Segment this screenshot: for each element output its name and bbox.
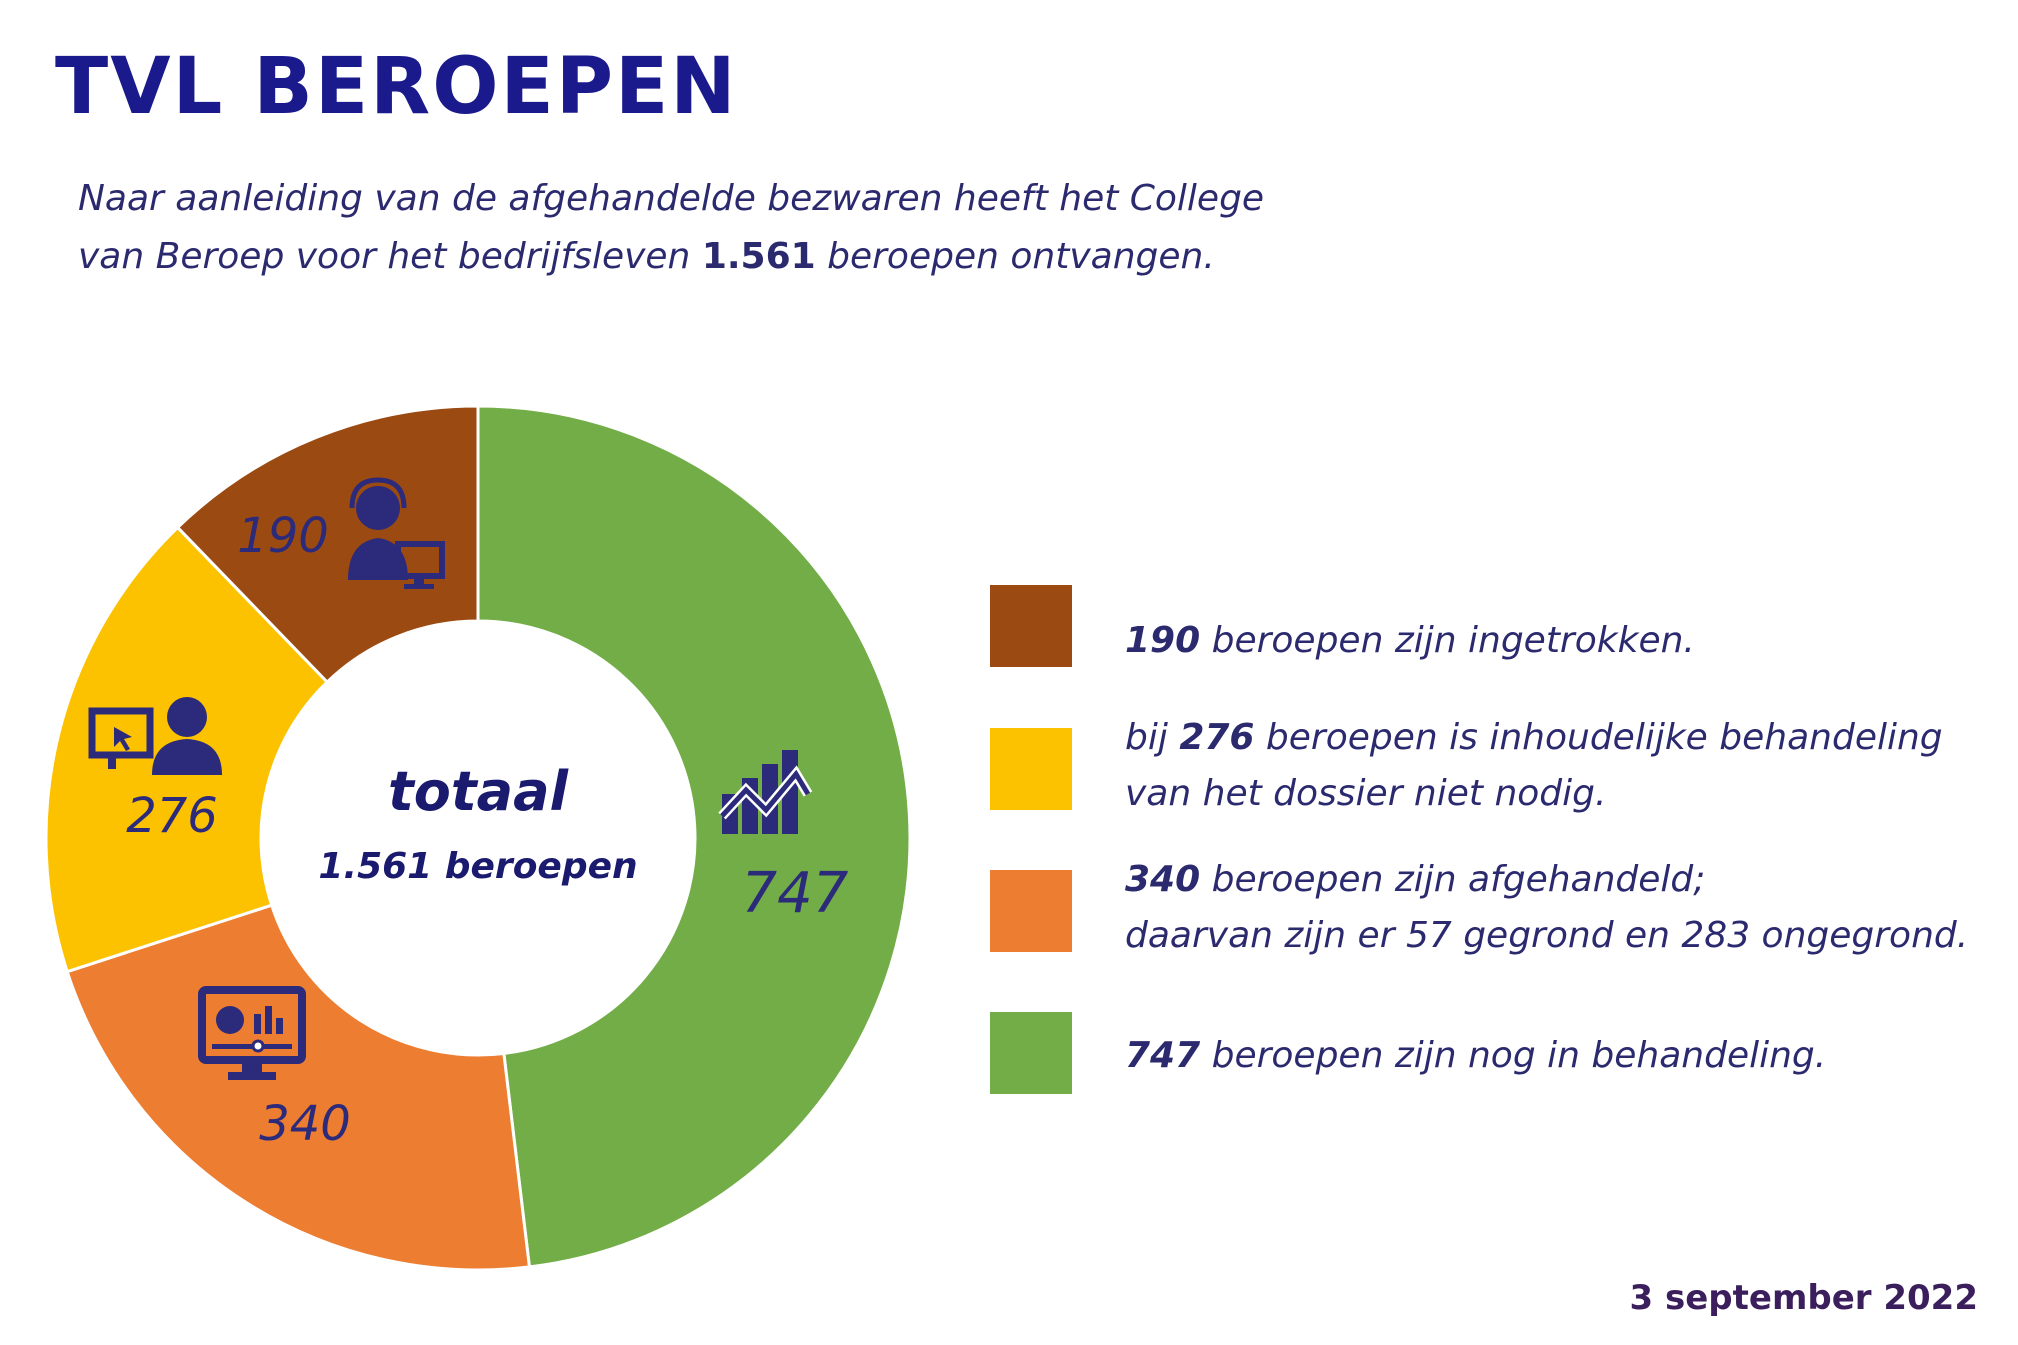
- value-label-276: 276: [126, 788, 218, 844]
- headset-computer-icon: [348, 477, 445, 589]
- legend-swatch: [990, 870, 1072, 952]
- page-title: TVL BEROEPEN: [55, 42, 738, 132]
- legend-prefix: bij: [1125, 717, 1180, 758]
- subtitle-total: 1.561: [701, 236, 816, 277]
- legend-value: 340: [1125, 859, 1201, 900]
- date-label: 3 september 2022: [1629, 1278, 1979, 1318]
- subtitle-line-2: van Beroep voor het bedrijfsleven 1.561 …: [78, 228, 1278, 286]
- center-title: totaal: [388, 760, 570, 823]
- slice-in-behandeling: [476, 404, 912, 1269]
- center-subtitle: 1.561 beroepen: [318, 846, 637, 887]
- subtitle-line-2-text: van Beroep voor het bedrijfsleven: [78, 236, 702, 277]
- value-label-747: 747: [742, 861, 849, 926]
- legend-value: 747: [1125, 1035, 1201, 1076]
- slice-ingetrokken: [175, 404, 480, 685]
- legend-swatch: [990, 1012, 1072, 1094]
- legend-text: 340 beroepen zijn afgehandeld; daarvan zi…: [1125, 852, 1968, 964]
- legend-text: 747 beroepen zijn nog in behandeling.: [1125, 1028, 1826, 1084]
- legend-value: 190: [1125, 620, 1201, 661]
- legend-text: 190 beroepen zijn ingetrokken.: [1125, 613, 1695, 669]
- legend-label: beroepen zijn afgehandeld;: [1200, 859, 1706, 900]
- legend-text: bij 276 beroepen is inhoudelijke behande…: [1125, 710, 1943, 822]
- legend-value: 276: [1179, 717, 1255, 758]
- monitor-chart-icon: [198, 986, 306, 1080]
- slice-afgehandeld: [65, 903, 532, 1272]
- value-label-340: 340: [259, 1096, 351, 1152]
- subtitle-line-1: Naar aanleiding van de afgehandelde bezw…: [78, 178, 1265, 219]
- bar-chart-icon: [718, 750, 813, 834]
- legend-swatch: [990, 728, 1072, 810]
- legend-label-line2: van het dossier niet nodig.: [1125, 773, 1607, 814]
- legend-label-line2: daarvan zijn er 57 gegrond en 283 ongegr…: [1125, 915, 1969, 956]
- legend-label: beroepen is inhoudelijke behandeling: [1254, 717, 1943, 758]
- value-label-190: 190: [237, 508, 329, 564]
- legend-label: beroepen zijn nog in behandeling.: [1200, 1035, 1827, 1076]
- user-computer-icon: [88, 697, 222, 775]
- subtitle-line-2-end: beroepen ontvangen.: [815, 236, 1215, 277]
- subtitle: Naar aanleiding van de afgehandelde bezw…: [78, 170, 1278, 286]
- legend-label: beroepen zijn ingetrokken.: [1200, 620, 1695, 661]
- legend-swatch: [990, 585, 1072, 667]
